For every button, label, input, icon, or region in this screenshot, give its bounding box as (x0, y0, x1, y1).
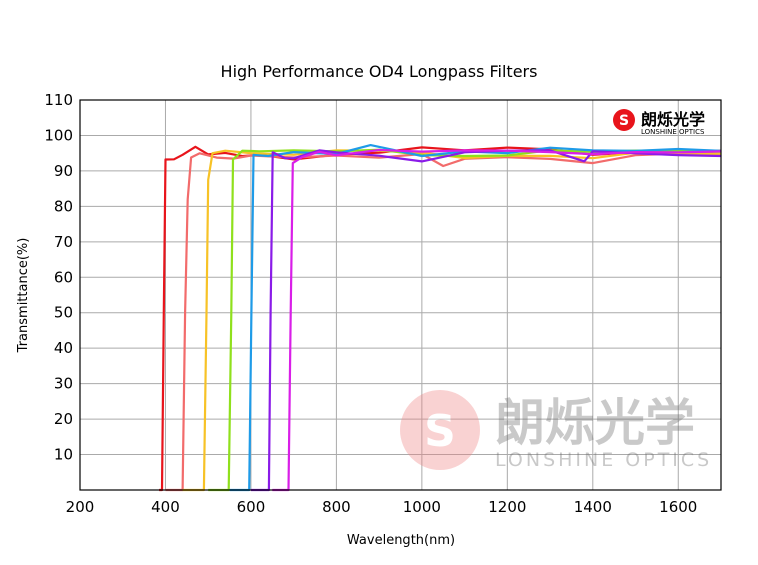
y-tick-label: 80 (54, 197, 73, 215)
y-tick-label: 40 (54, 339, 73, 357)
y-tick-label: 70 (54, 233, 73, 251)
chart-title: High Performance OD4 Longpass Filters (221, 62, 538, 81)
series-group (159, 144, 722, 492)
x-tick-label: 800 (322, 498, 351, 516)
logo-glyph: S (619, 113, 629, 129)
x-tick-label: 1600 (659, 498, 697, 516)
x-tick-label: 400 (151, 498, 180, 516)
watermark-logo: S 朗烁光学 LONSHINE OPTICS (400, 390, 712, 471)
x-axis-label: Wavelength(nm) (347, 533, 455, 548)
series-line-6 (250, 149, 722, 492)
logo-name-cn: 朗烁光学 (641, 110, 705, 129)
y-tick-label: 90 (54, 162, 73, 180)
x-tick-label: 1200 (488, 498, 526, 516)
logo-name-en: LONSHINE OPTICS (641, 128, 705, 136)
ticks: 200 400 600 800 1000 1200 1400 1600 10 20 30 40 50 60… (44, 91, 697, 516)
series-line-7 (272, 148, 722, 492)
plot-frame (79, 99, 722, 491)
x-tick-label: 1000 (403, 498, 441, 516)
y-tick-label: 10 (54, 446, 73, 464)
y-tick-label: 50 (54, 304, 73, 322)
y-tick-label: 60 (54, 268, 73, 286)
x-tick-label: 200 (66, 498, 95, 516)
watermark-name-en: LONSHINE OPTICS (495, 449, 712, 471)
y-tick-label: 20 (54, 410, 73, 428)
logo-mark (613, 109, 635, 131)
logo: S 朗烁光学 LONSHINE OPTICS (613, 109, 705, 136)
y-tick-label: 100 (44, 126, 73, 144)
watermark-name-cn: 朗烁光学 (495, 394, 695, 452)
y-tick-label: 30 (54, 375, 73, 393)
x-tick-label: 1400 (574, 498, 612, 516)
y-tick-label: 110 (44, 91, 73, 109)
y-axis-label: Transmittance(%) (16, 238, 31, 354)
watermark-logo-mark (400, 390, 480, 470)
x-tick-label: 600 (237, 498, 266, 516)
watermark-logo-glyph: S (424, 406, 456, 457)
